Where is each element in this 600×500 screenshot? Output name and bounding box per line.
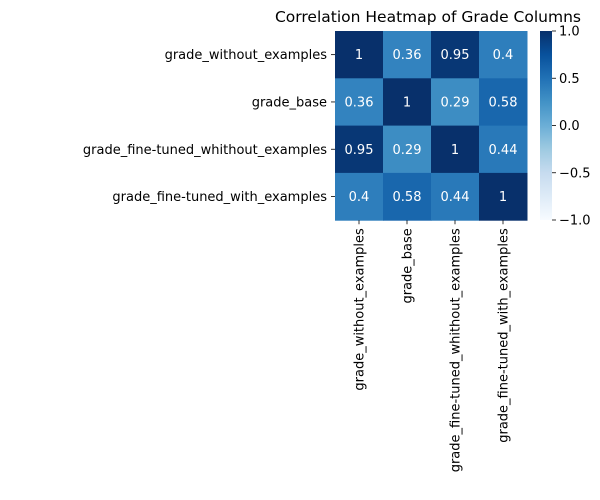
heatmap-cell-r3-c0 [335, 172, 384, 221]
colorbar-gradient [540, 31, 552, 220]
cell-value-r2-c1: 0.29 [393, 143, 422, 158]
heatmap-cell-r3-c3 [479, 172, 528, 221]
colorbar-tick-label-2: 0.0 [559, 119, 580, 134]
heatmap-cell-r1-c3 [479, 78, 528, 127]
row-label-2: grade_fine-tuned_whithout_examples [83, 143, 327, 158]
heatmap-cell-r1-c1 [383, 78, 432, 127]
chart-title: Correlation Heatmap of Grade Columns [275, 8, 581, 26]
row-label-0: grade_without_examples [165, 48, 328, 63]
cell-value-r3-c1: 0.58 [393, 190, 422, 205]
column-label-1: grade_base [401, 228, 416, 303]
heatmap-cell-r3-c1 [383, 172, 432, 221]
cell-value-r1-c0: 0.36 [345, 95, 374, 110]
cell-value-r1-c3: 0.58 [489, 95, 518, 110]
heatmap-cell-r3-c2 [431, 172, 480, 221]
column-label-3: grade_fine-tuned_with_examples [497, 228, 512, 443]
cell-value-r2-c2: 1 [451, 143, 459, 158]
heatmap-cell-r2-c3 [479, 125, 528, 174]
cell-value-r0-c1: 0.36 [393, 48, 422, 63]
row-tick-labels: grade_without_examples grade_base grade_fi… [83, 48, 335, 205]
heatmap-cell-r2-c2 [431, 125, 480, 174]
cell-value-r3-c2: 0.44 [441, 190, 470, 205]
cell-value-r0-c3: 0.4 [493, 48, 514, 63]
heatmap-cell-r0-c0 [335, 31, 384, 79]
heatmap-cell-r2-c1 [383, 125, 432, 174]
cell-value-r3-c3: 1 [499, 190, 507, 205]
cell-value-r0-c0: 1 [355, 48, 363, 63]
cell-value-r0-c2: 0.95 [441, 48, 470, 63]
heatmap-cell-r0-c1 [383, 31, 432, 79]
colorbar-tick-label-0: 1.0 [559, 25, 580, 40]
heatmap-cells [335, 31, 528, 221]
cell-value-labels: 1 0.36 0.95 0.4 0.36 1 0.29 0.58 0.95 0.29 1 0.44 0.… [345, 48, 518, 205]
colorbar: 1.0 0.5 0.0 −0.5 −1.0 [540, 25, 591, 229]
row-label-3: grade_fine-tuned_with_examples [112, 190, 327, 205]
column-label-0: grade_without_examples [353, 228, 368, 391]
colorbar-tick-label-3: −0.5 [559, 166, 591, 181]
heatmap-cell-r0-c2 [431, 31, 480, 79]
column-tick-labels: grade_without_examples grade_base grade_fi… [353, 220, 512, 472]
heatmap-cell-r1-c2 [431, 78, 480, 127]
cell-value-r2-c3: 0.44 [489, 143, 518, 158]
heatmap-cell-r2-c0 [335, 125, 384, 174]
column-label-2: grade_fine-tuned_whithout_examples [449, 228, 464, 472]
cell-value-r1-c2: 0.29 [441, 95, 470, 110]
cell-value-r2-c0: 0.95 [345, 143, 374, 158]
heatmap-cell-r1-c0 [335, 78, 384, 127]
row-label-1: grade_base [252, 95, 327, 110]
heatmap-cell-r0-c3 [479, 31, 528, 79]
colorbar-tick-label-4: −1.0 [559, 214, 591, 229]
cell-value-r1-c1: 1 [403, 95, 411, 110]
colorbar-tick-label-1: 0.5 [559, 72, 580, 87]
cell-value-r3-c0: 0.4 [349, 190, 370, 205]
